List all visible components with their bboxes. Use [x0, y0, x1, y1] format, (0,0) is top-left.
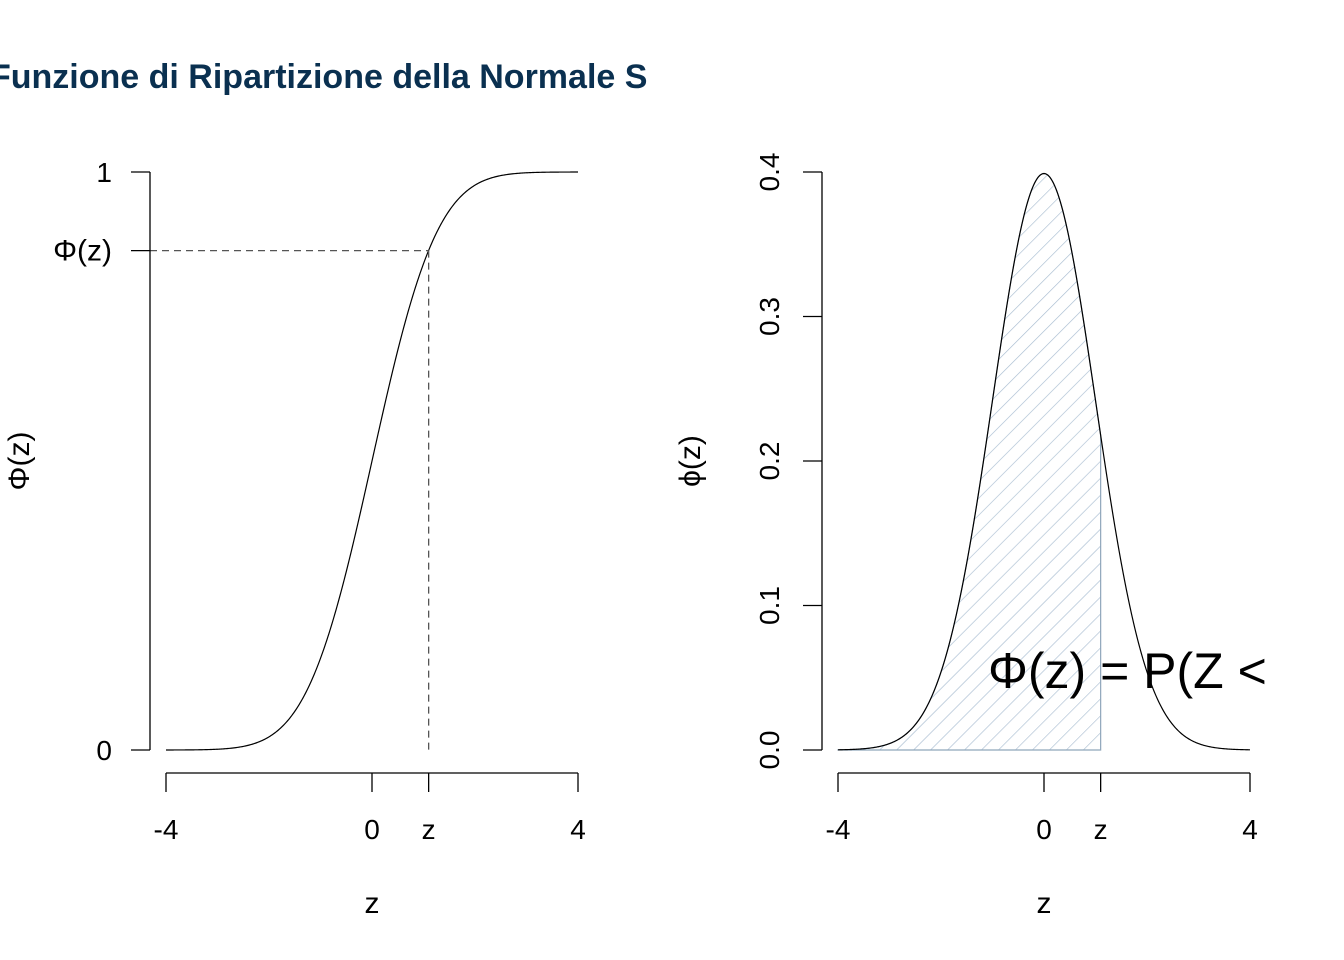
pdf-x-tick-label: -4 — [826, 814, 851, 845]
pdf-y-axis: 0.0 0.1 0.2 0.3 0.4 — [754, 153, 823, 770]
cdf-x-tick-label: 4 — [570, 814, 586, 845]
chart-title: Funzione di Ripartizione della Normale S — [0, 58, 647, 96]
pdf-y-tick-label: 0.1 — [754, 586, 785, 625]
cdf-y-axis: 0 Φ(z) 1 — [53, 157, 151, 766]
pdf-y-tick-label: 0.2 — [754, 442, 785, 481]
pdf-curve — [837, 172, 1251, 751]
pdf-x-tick-label: 4 — [1242, 814, 1258, 845]
pdf-x-tick-label: z — [1094, 814, 1108, 845]
cdf-x-tick-label: z — [422, 814, 436, 845]
pdf-y-axis-label: ϕ(z) — [674, 435, 707, 487]
cdf-y-tick-label: Φ(z) — [53, 235, 112, 268]
pdf-y-tick-label: 0.0 — [754, 731, 785, 770]
pdf-x-axis: -4 0 z 4 — [826, 772, 1258, 845]
pdf-x-axis-label: z — [1037, 887, 1052, 920]
pdf-x-tick-label: 0 — [1036, 814, 1052, 845]
cdf-x-axis-label: z — [365, 887, 380, 920]
pdf-panel: 0.0 0.1 0.2 0.3 0.4 -4 0 z 4 z ϕ(z) Φ(z) = P(Z … — [674, 153, 1267, 920]
pdf-y-tick-label: 0.3 — [754, 297, 785, 336]
cdf-x-tick-label: 0 — [364, 814, 380, 845]
cdf-y-tick-label: 0 — [96, 735, 112, 766]
pdf-y-tick-label: 0.4 — [754, 153, 785, 192]
cdf-x-axis: -4 0 z 4 — [154, 772, 586, 845]
cdf-y-axis-label: Φ(z) — [3, 432, 36, 491]
cdf-curve — [166, 171, 578, 751]
pdf-annotation: Φ(z) = P(Z < — [988, 643, 1267, 699]
cdf-panel: 0 Φ(z) 1 -4 0 z 4 z Φ(z) — [3, 157, 586, 920]
cdf-x-tick-label: -4 — [154, 814, 179, 845]
cdf-y-tick-label: 1 — [96, 157, 112, 188]
